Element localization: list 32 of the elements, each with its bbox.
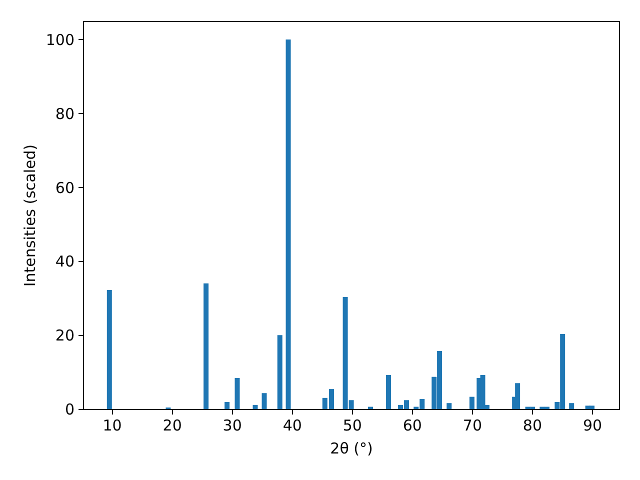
bar xyxy=(262,393,267,409)
bar xyxy=(106,290,112,409)
x-tick-label: 90 xyxy=(582,416,602,434)
bar xyxy=(589,406,594,409)
bar xyxy=(515,383,520,409)
bar xyxy=(569,403,574,409)
y-tick-label: 80 xyxy=(55,104,74,123)
y-tick-label: 0 xyxy=(64,400,74,418)
bar xyxy=(446,403,452,409)
y-tick-label: 60 xyxy=(55,178,74,197)
x-tick-label: 10 xyxy=(102,416,122,434)
y-axis-title: Intensities (scaled) xyxy=(20,144,39,287)
x-tick-label: 20 xyxy=(162,416,182,434)
bar xyxy=(204,283,209,409)
bar xyxy=(386,375,392,409)
x-axis-title: 2θ (°) xyxy=(330,440,373,458)
x-tick-label: 40 xyxy=(282,416,302,434)
x-tick-label: 50 xyxy=(342,416,362,434)
x-tick-label: 80 xyxy=(522,416,542,434)
bar xyxy=(252,404,258,409)
x-tick-label: 60 xyxy=(402,416,422,434)
bar xyxy=(286,39,291,409)
bar xyxy=(480,375,486,409)
y-tick-label: 100 xyxy=(46,30,74,49)
bar xyxy=(224,402,230,409)
y-tick-label: 40 xyxy=(55,252,74,271)
bar xyxy=(234,378,240,409)
y-tick-label: 20 xyxy=(55,326,74,345)
bar xyxy=(469,396,474,409)
x-tick-label: 70 xyxy=(462,416,482,434)
x-tick-label: 30 xyxy=(222,416,242,434)
bar xyxy=(277,335,282,409)
